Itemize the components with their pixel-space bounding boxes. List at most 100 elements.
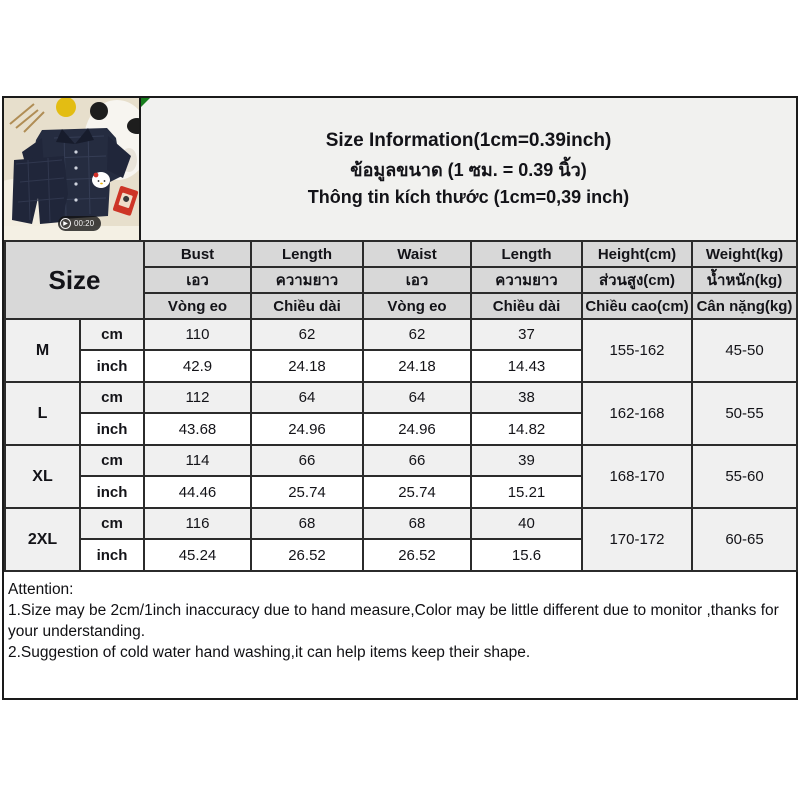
blanket-bottom [4, 226, 139, 240]
product-photo: ▶ 00:20 [4, 98, 141, 240]
value-cell: 15.21 [470, 475, 583, 509]
weight-range-m: 45-50 [691, 318, 798, 383]
attention-note-1: 1.Size may be 2cm/1inch inaccuracy due t… [8, 602, 779, 641]
value-cell: 66 [362, 444, 472, 477]
value-cell: 37 [470, 318, 583, 351]
value-cell: 44.46 [143, 475, 252, 509]
value-cell: 42.9 [143, 349, 252, 383]
unit-label-cm: cm [79, 444, 145, 477]
height-range-m: 155-162 [581, 318, 693, 383]
value-cell: 110 [143, 318, 252, 351]
height-range-xl: 168-170 [581, 444, 693, 509]
content-frame: ▶ 00:20 Size Information(1cm=0.39inch) ข… [2, 96, 798, 700]
row-m-inch: inch 42.9 24.18 24.18 14.43 [5, 349, 797, 383]
top-row: ▶ 00:20 Size Information(1cm=0.39inch) ข… [4, 98, 796, 240]
value-cell: 24.96 [362, 412, 472, 446]
header-vi-length2: Chiều dài [470, 292, 583, 320]
weight-range-xl: 55-60 [691, 444, 798, 509]
header-th-weight: น้ำหนัก(kg) [691, 266, 798, 294]
header-th-length2: ความยาว [470, 266, 583, 294]
header-th-bust: เอว [143, 266, 252, 294]
value-cell: 64 [250, 381, 364, 414]
size-header: Size [4, 240, 145, 320]
value-cell: 45.24 [143, 538, 252, 572]
play-icon: ▶ [60, 218, 71, 229]
header-en-weight: Weight(kg) [691, 240, 798, 268]
size-label-2xl: 2XL [4, 507, 81, 572]
value-cell: 24.18 [362, 349, 472, 383]
size-label-m: M [4, 318, 81, 383]
yellow-ball [56, 98, 76, 117]
row-xl-inch: inch 44.46 25.74 25.74 15.21 [5, 475, 797, 509]
value-cell: 15.6 [470, 538, 583, 572]
height-range-2xl: 170-172 [581, 507, 693, 572]
unit-label-inch: inch [79, 538, 145, 572]
attention-heading: Attention: [8, 581, 74, 598]
title-english: Size Information(1cm=0.39inch) [325, 130, 612, 151]
header-en-length2: Length [470, 240, 583, 268]
video-duration: 00:20 [74, 218, 95, 228]
unit-label-inch: inch [79, 349, 145, 383]
value-cell: 66 [250, 444, 364, 477]
header-en-bust: Bust [143, 240, 252, 268]
row-m-cm: M cm 110 62 62 37 155-162 45-50 [4, 318, 798, 383]
unit-label-inch: inch [79, 475, 145, 509]
row-l-inch: inch 43.68 24.96 24.96 14.82 [5, 412, 797, 446]
value-cell: 24.18 [250, 349, 364, 383]
size-label-xl: XL [4, 444, 81, 509]
value-cell: 14.82 [470, 412, 583, 446]
weight-range-2xl: 60-65 [691, 507, 798, 572]
header-vi-height: Chiều cao(cm) [581, 292, 693, 320]
title-cell: Size Information(1cm=0.39inch) ข้อมูลขนา… [141, 98, 796, 240]
value-cell: 64 [362, 381, 472, 414]
value-cell: 62 [362, 318, 472, 351]
title-vietnamese: Thông tin kích thước (1cm=0,39 inch) [307, 187, 630, 207]
header-th-height: ส่วนสูง(cm) [581, 266, 693, 294]
height-range-l: 162-168 [581, 381, 693, 446]
header-vi-waist: Vòng eo [362, 292, 472, 320]
row-2xl-inch: inch 45.24 26.52 26.52 15.6 [5, 538, 797, 572]
value-cell: 25.74 [362, 475, 472, 509]
attention-note-2: 2.Suggestion of cold water hand washing,… [8, 644, 531, 662]
attention-section: Attention: 1.Size may be 2cm/1inch inacc… [4, 572, 796, 664]
header-row-vi: Vòng eo Chiều dài Vòng eo Chiều dài Chiề… [5, 292, 798, 320]
unit-label-cm: cm [79, 381, 145, 414]
value-cell: 40 [470, 507, 583, 540]
header-vi-weight: Cân nặng(kg) [691, 292, 798, 320]
price-tag [112, 186, 139, 216]
header-row-en: Size Bust Length Waist Length Height(cm)… [4, 240, 798, 320]
hello-kitty-patch [92, 172, 110, 188]
value-cell: 25.74 [250, 475, 364, 509]
row-2xl-cm: 2XL cm 116 68 68 40 170-172 60-65 [4, 507, 798, 572]
header-row-th: เอว ความยาว เอว ความยาว ส่วนสูง(cm) น้ำห… [5, 266, 798, 294]
value-cell: 14.43 [470, 349, 583, 383]
value-cell: 116 [143, 507, 252, 540]
header-en-length1: Length [250, 240, 364, 268]
unit-label-cm: cm [79, 507, 145, 540]
pajama-shorts [12, 156, 68, 224]
cell-corner-marker-icon [141, 98, 150, 107]
value-cell: 114 [143, 444, 252, 477]
video-duration-badge[interactable]: ▶ 00:20 [58, 216, 102, 231]
value-cell: 112 [143, 381, 252, 414]
title-thai: ข้อมูลขนาด (1 ซม. = 0.39 นิ้ว) [350, 160, 587, 180]
value-cell: 68 [250, 507, 364, 540]
header-th-waist: เอว [362, 266, 472, 294]
row-xl-cm: XL cm 114 66 66 39 168-170 55-60 [4, 444, 798, 509]
header-vi-bust: Vòng eo [143, 292, 252, 320]
header-en-height: Height(cm) [581, 240, 693, 268]
value-cell: 26.52 [250, 538, 364, 572]
value-cell: 38 [470, 381, 583, 414]
row-l-cm: L cm 112 64 64 38 162-168 50-55 [4, 381, 798, 446]
header-en-waist: Waist [362, 240, 472, 268]
header-th-length1: ความยาว [250, 266, 364, 294]
unit-label-inch: inch [79, 412, 145, 446]
weight-range-l: 50-55 [691, 381, 798, 446]
value-cell: 26.52 [362, 538, 472, 572]
value-cell: 62 [250, 318, 364, 351]
value-cell: 43.68 [143, 412, 252, 446]
size-label-l: L [4, 381, 81, 446]
dried-flowers [9, 103, 45, 133]
size-table: Size Bust Length Waist Length Height(cm)… [4, 240, 798, 572]
